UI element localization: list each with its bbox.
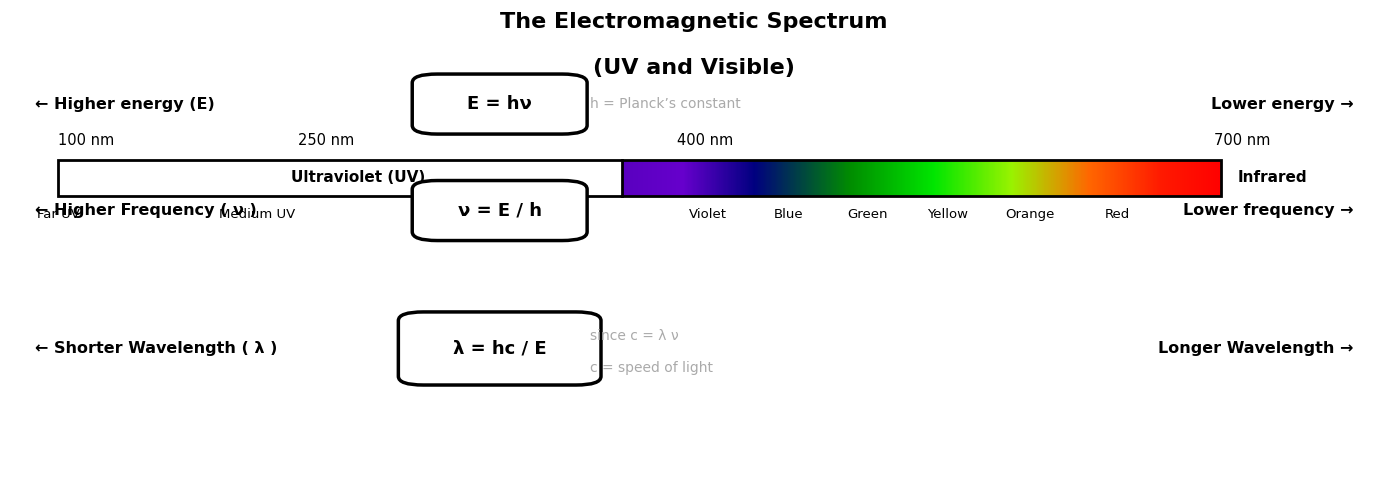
Text: Near UV: Near UV <box>451 208 507 221</box>
Text: Medium UV: Medium UV <box>219 208 294 221</box>
Text: Red: Red <box>1105 208 1130 221</box>
Text: since c = λ ν: since c = λ ν <box>590 330 679 343</box>
Text: h = Planck’s constant: h = Planck’s constant <box>590 97 741 111</box>
Text: Violet: Violet <box>688 208 727 221</box>
Text: λ = hc / E: λ = hc / E <box>452 339 547 358</box>
FancyBboxPatch shape <box>412 181 587 241</box>
Text: Far UV: Far UV <box>37 208 79 221</box>
Text: Longer Wavelength →: Longer Wavelength → <box>1158 341 1353 356</box>
Bar <box>58 160 622 196</box>
Text: c = speed of light: c = speed of light <box>590 361 713 375</box>
Text: Infrared: Infrared <box>1238 170 1307 185</box>
FancyBboxPatch shape <box>398 312 601 385</box>
Text: Orange: Orange <box>1005 208 1055 221</box>
Bar <box>58 160 1221 196</box>
Text: ν = E / h: ν = E / h <box>458 201 541 220</box>
Text: 400 nm: 400 nm <box>677 133 734 148</box>
Text: 700 nm: 700 nm <box>1214 133 1271 148</box>
Text: Lower frequency →: Lower frequency → <box>1183 203 1353 218</box>
Text: 250 nm: 250 nm <box>298 133 355 148</box>
Text: Green: Green <box>847 208 888 221</box>
Text: Blue: Blue <box>773 208 804 221</box>
Text: ← Shorter Wavelength ( λ ): ← Shorter Wavelength ( λ ) <box>35 341 278 356</box>
Text: (UV and Visible): (UV and Visible) <box>593 58 795 78</box>
Text: Yellow: Yellow <box>927 208 969 221</box>
Text: ← Higher Frequency ( ν ): ← Higher Frequency ( ν ) <box>35 203 257 218</box>
FancyBboxPatch shape <box>412 74 587 134</box>
Text: E = hν: E = hν <box>468 95 532 113</box>
Text: The Electromagnetic Spectrum: The Electromagnetic Spectrum <box>500 12 888 32</box>
Text: Ultraviolet (UV): Ultraviolet (UV) <box>291 170 425 185</box>
Text: Lower energy →: Lower energy → <box>1210 97 1353 111</box>
Text: ← Higher energy (E): ← Higher energy (E) <box>35 97 215 111</box>
Text: 100 nm: 100 nm <box>58 133 115 148</box>
